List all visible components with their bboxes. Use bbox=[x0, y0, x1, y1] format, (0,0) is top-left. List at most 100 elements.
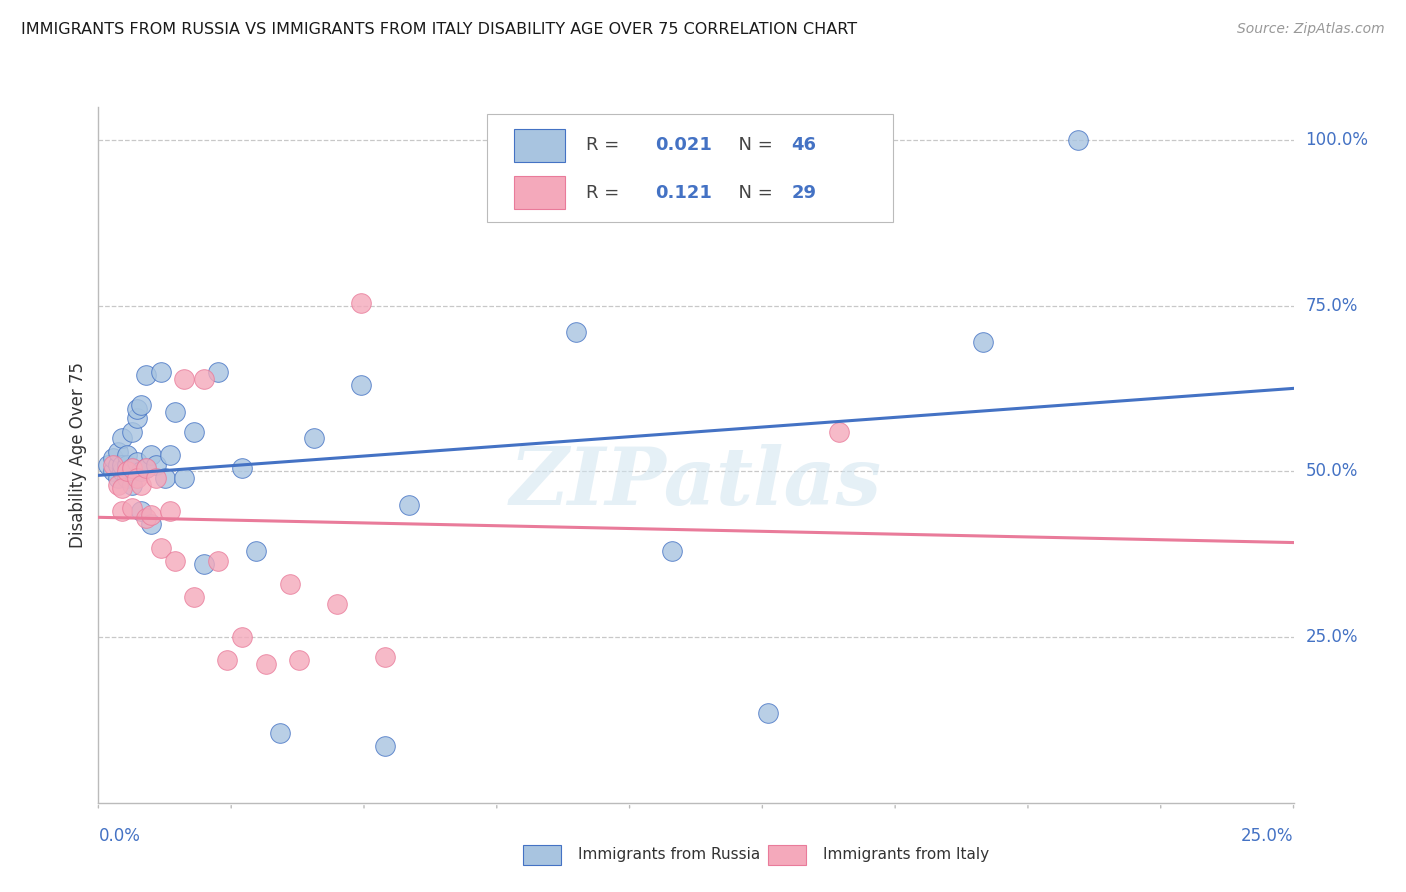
Point bbox=[398, 498, 420, 512]
Point bbox=[350, 295, 373, 310]
Point bbox=[139, 448, 162, 462]
Point bbox=[326, 597, 349, 611]
Point bbox=[163, 405, 186, 419]
Point bbox=[111, 481, 134, 495]
Point bbox=[163, 554, 186, 568]
Point bbox=[101, 458, 124, 472]
Point bbox=[173, 471, 195, 485]
Point bbox=[159, 504, 181, 518]
Point bbox=[374, 650, 396, 665]
Text: 25.0%: 25.0% bbox=[1305, 628, 1358, 646]
Point bbox=[135, 368, 157, 383]
Point bbox=[131, 398, 153, 412]
Point bbox=[107, 444, 129, 458]
Point bbox=[828, 425, 851, 439]
Point bbox=[149, 365, 172, 379]
Point bbox=[101, 465, 124, 479]
Point bbox=[269, 726, 291, 740]
Point bbox=[173, 372, 195, 386]
Text: R =: R = bbox=[586, 184, 631, 202]
Point bbox=[111, 458, 134, 472]
Point bbox=[193, 372, 215, 386]
Text: 50.0%: 50.0% bbox=[1305, 462, 1358, 481]
Point bbox=[115, 471, 138, 485]
Point bbox=[121, 425, 143, 439]
FancyBboxPatch shape bbox=[486, 114, 893, 222]
Point bbox=[107, 458, 129, 472]
Point bbox=[107, 471, 129, 485]
Text: 100.0%: 100.0% bbox=[1305, 131, 1368, 149]
Text: R =: R = bbox=[586, 136, 626, 154]
Text: Immigrants from Russia: Immigrants from Russia bbox=[578, 847, 759, 863]
Y-axis label: Disability Age Over 75: Disability Age Over 75 bbox=[69, 362, 87, 548]
Point bbox=[231, 630, 253, 644]
Point bbox=[145, 471, 167, 485]
Text: 0.121: 0.121 bbox=[655, 184, 713, 202]
Point bbox=[125, 454, 148, 468]
Text: Source: ZipAtlas.com: Source: ZipAtlas.com bbox=[1237, 22, 1385, 37]
Point bbox=[155, 471, 177, 485]
Point bbox=[302, 431, 325, 445]
Point bbox=[374, 739, 396, 754]
Text: N =: N = bbox=[727, 184, 779, 202]
Point bbox=[135, 461, 157, 475]
Point bbox=[107, 477, 129, 491]
Point bbox=[131, 504, 153, 518]
FancyBboxPatch shape bbox=[523, 846, 561, 864]
Point bbox=[149, 541, 172, 555]
Point bbox=[115, 465, 138, 479]
Text: 0.0%: 0.0% bbox=[98, 827, 141, 845]
Point bbox=[125, 401, 148, 416]
Point bbox=[121, 461, 143, 475]
Text: 25.0%: 25.0% bbox=[1241, 827, 1294, 845]
Point bbox=[207, 554, 229, 568]
Point bbox=[159, 448, 181, 462]
Point bbox=[183, 425, 205, 439]
Point bbox=[1067, 133, 1090, 147]
Point bbox=[121, 461, 143, 475]
Point bbox=[278, 577, 301, 591]
Point bbox=[145, 458, 167, 472]
Point bbox=[121, 500, 143, 515]
Point bbox=[111, 504, 134, 518]
Point bbox=[661, 544, 683, 558]
Text: 46: 46 bbox=[792, 136, 817, 154]
Point bbox=[125, 471, 148, 485]
Point bbox=[217, 653, 239, 667]
Point bbox=[288, 653, 311, 667]
Point bbox=[139, 508, 162, 522]
Point bbox=[111, 465, 134, 479]
FancyBboxPatch shape bbox=[768, 846, 806, 864]
Text: N =: N = bbox=[727, 136, 779, 154]
Text: 0.021: 0.021 bbox=[655, 136, 713, 154]
FancyBboxPatch shape bbox=[515, 128, 565, 162]
Point bbox=[350, 378, 373, 392]
Point bbox=[115, 448, 138, 462]
Point bbox=[193, 558, 215, 572]
Point bbox=[972, 335, 994, 350]
Point bbox=[565, 326, 588, 340]
Point bbox=[131, 465, 153, 479]
Point bbox=[135, 461, 157, 475]
Point bbox=[101, 451, 124, 466]
Text: 75.0%: 75.0% bbox=[1305, 297, 1358, 315]
Text: Immigrants from Italy: Immigrants from Italy bbox=[823, 847, 988, 863]
Point bbox=[207, 365, 229, 379]
Point bbox=[111, 431, 134, 445]
Point bbox=[97, 458, 120, 472]
Point bbox=[245, 544, 267, 558]
Point bbox=[115, 458, 138, 472]
Text: ZIPatlas: ZIPatlas bbox=[510, 444, 882, 522]
Point bbox=[756, 706, 779, 721]
Point bbox=[254, 657, 277, 671]
Point bbox=[121, 477, 143, 491]
FancyBboxPatch shape bbox=[515, 176, 565, 210]
Text: IMMIGRANTS FROM RUSSIA VS IMMIGRANTS FROM ITALY DISABILITY AGE OVER 75 CORRELATI: IMMIGRANTS FROM RUSSIA VS IMMIGRANTS FRO… bbox=[21, 22, 858, 37]
Point bbox=[125, 411, 148, 425]
Point bbox=[131, 477, 153, 491]
Point bbox=[135, 511, 157, 525]
Point bbox=[139, 517, 162, 532]
Point bbox=[231, 461, 253, 475]
Point bbox=[183, 591, 205, 605]
Text: 29: 29 bbox=[792, 184, 817, 202]
